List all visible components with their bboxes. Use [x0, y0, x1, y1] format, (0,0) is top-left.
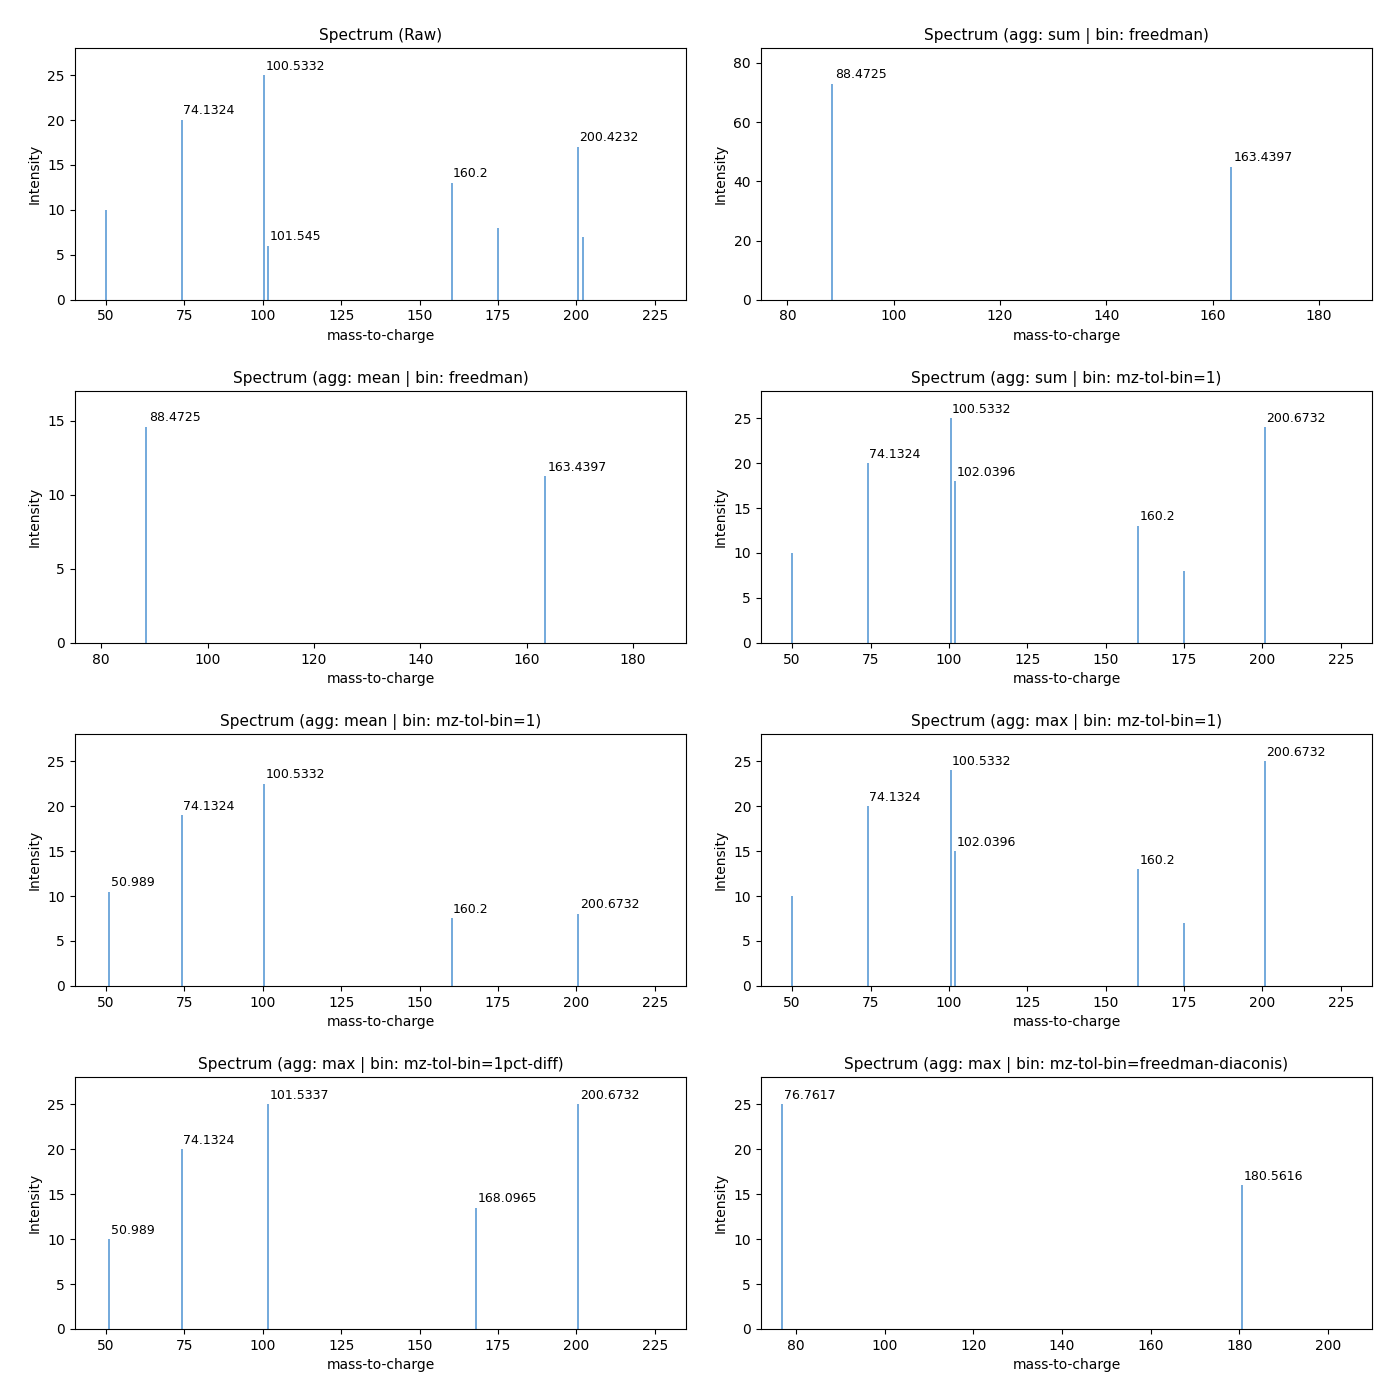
Text: 180.5616: 180.5616	[1245, 1169, 1303, 1183]
X-axis label: mass-to-charge: mass-to-charge	[326, 1358, 434, 1372]
Title: Spectrum (agg: sum | bin: mz-tol-bin=1): Spectrum (agg: sum | bin: mz-tol-bin=1)	[911, 371, 1222, 386]
X-axis label: mass-to-charge: mass-to-charge	[1012, 329, 1120, 343]
X-axis label: mass-to-charge: mass-to-charge	[1012, 1358, 1120, 1372]
Y-axis label: Intensity: Intensity	[28, 144, 42, 204]
Text: 74.1324: 74.1324	[183, 105, 235, 118]
Title: Spectrum (Raw): Spectrum (Raw)	[319, 28, 442, 43]
Y-axis label: Intensity: Intensity	[714, 1173, 728, 1233]
Text: 100.5332: 100.5332	[266, 769, 326, 781]
Text: 74.1324: 74.1324	[183, 1134, 235, 1147]
Title: Spectrum (agg: max | bin: mz-tol-bin=freedman-diaconis): Spectrum (agg: max | bin: mz-tol-bin=fre…	[844, 1057, 1288, 1072]
Title: Spectrum (agg: sum | bin: freedman): Spectrum (agg: sum | bin: freedman)	[924, 28, 1210, 43]
Text: 50.989: 50.989	[111, 1224, 154, 1236]
Text: 100.5332: 100.5332	[266, 60, 326, 73]
X-axis label: mass-to-charge: mass-to-charge	[1012, 1015, 1120, 1029]
Y-axis label: Intensity: Intensity	[714, 830, 728, 890]
Text: 88.4725: 88.4725	[148, 412, 200, 424]
Text: 163.4397: 163.4397	[1233, 151, 1294, 164]
Text: 50.989: 50.989	[111, 876, 154, 889]
Title: Spectrum (agg: max | bin: mz-tol-bin=1): Spectrum (agg: max | bin: mz-tol-bin=1)	[911, 714, 1222, 729]
Text: 160.2: 160.2	[1140, 511, 1175, 524]
Text: 200.6732: 200.6732	[1266, 746, 1326, 759]
Text: 101.545: 101.545	[269, 231, 321, 244]
Text: 200.6732: 200.6732	[580, 1089, 640, 1102]
Title: Spectrum (agg: max | bin: mz-tol-bin=1pct-diff): Spectrum (agg: max | bin: mz-tol-bin=1pc…	[197, 1057, 563, 1072]
Y-axis label: Intensity: Intensity	[28, 487, 42, 547]
Text: 102.0396: 102.0396	[956, 836, 1016, 848]
Text: 163.4397: 163.4397	[547, 461, 606, 473]
Text: 168.0965: 168.0965	[477, 1191, 538, 1205]
Title: Spectrum (agg: mean | bin: mz-tol-bin=1): Spectrum (agg: mean | bin: mz-tol-bin=1)	[220, 714, 540, 729]
Title: Spectrum (agg: mean | bin: freedman): Spectrum (agg: mean | bin: freedman)	[232, 371, 528, 386]
Text: 200.6732: 200.6732	[580, 899, 640, 911]
Text: 88.4725: 88.4725	[834, 69, 886, 81]
Text: 74.1324: 74.1324	[869, 448, 921, 461]
Text: 100.5332: 100.5332	[952, 755, 1012, 767]
Text: 200.6732: 200.6732	[1266, 412, 1326, 424]
Y-axis label: Intensity: Intensity	[28, 1173, 42, 1233]
Text: 160.2: 160.2	[454, 903, 489, 916]
Text: 160.2: 160.2	[1140, 854, 1175, 867]
X-axis label: mass-to-charge: mass-to-charge	[1012, 672, 1120, 686]
Text: 160.2: 160.2	[454, 168, 489, 181]
Y-axis label: Intensity: Intensity	[714, 144, 728, 204]
Text: 102.0396: 102.0396	[956, 466, 1016, 479]
Text: 76.7617: 76.7617	[784, 1089, 836, 1102]
Y-axis label: Intensity: Intensity	[714, 487, 728, 547]
Text: 74.1324: 74.1324	[869, 791, 921, 804]
Text: 100.5332: 100.5332	[952, 403, 1012, 416]
Y-axis label: Intensity: Intensity	[28, 830, 42, 890]
X-axis label: mass-to-charge: mass-to-charge	[326, 672, 434, 686]
Text: 101.5337: 101.5337	[269, 1089, 329, 1102]
X-axis label: mass-to-charge: mass-to-charge	[326, 1015, 434, 1029]
Text: 74.1324: 74.1324	[183, 799, 235, 812]
X-axis label: mass-to-charge: mass-to-charge	[326, 329, 434, 343]
Text: 200.4232: 200.4232	[580, 132, 638, 144]
